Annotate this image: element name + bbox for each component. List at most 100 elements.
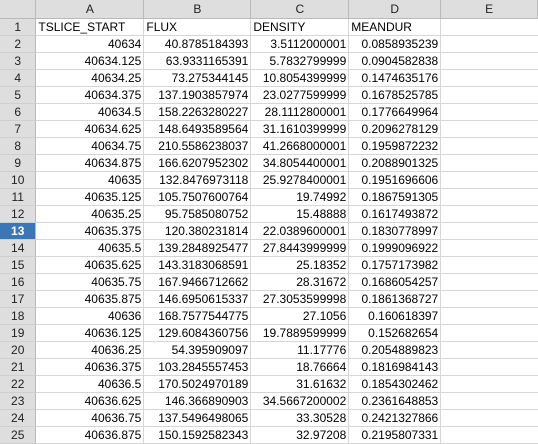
row-header[interactable]: 1: [0, 18, 37, 36]
grid-cell[interactable]: 0.2096278129: [348, 120, 442, 138]
grid-cell[interactable]: 0.1617493872: [348, 205, 442, 223]
grid-cell[interactable]: 0.160618397: [348, 307, 442, 325]
grid-cell[interactable]: 40634.875: [35, 154, 145, 172]
grid-cell[interactable]: [440, 375, 538, 393]
grid-cell[interactable]: 27.8443999999: [250, 239, 350, 257]
column-header-d[interactable]: D: [348, 0, 442, 19]
grid-cell[interactable]: 40634.25: [35, 69, 145, 87]
grid-cell[interactable]: 167.9466712662: [143, 273, 252, 291]
row-header[interactable]: 8: [0, 137, 37, 155]
row-header[interactable]: 10: [0, 171, 37, 189]
grid-cell[interactable]: 40636.25: [35, 341, 145, 359]
row-header[interactable]: 14: [0, 239, 37, 257]
grid-cell[interactable]: 166.6207952302: [143, 154, 252, 172]
grid-cell[interactable]: [440, 341, 538, 359]
grid-cell[interactable]: [440, 103, 538, 121]
grid-cell[interactable]: [440, 154, 538, 172]
row-header[interactable]: 13: [0, 222, 37, 240]
grid-cell[interactable]: 40634.375: [35, 86, 145, 104]
grid-cell[interactable]: 105.7507600764: [143, 188, 252, 206]
grid-cell[interactable]: 28.1112800001: [250, 103, 350, 121]
grid-cell[interactable]: MEANDUR: [348, 18, 442, 36]
grid-cell[interactable]: [440, 324, 538, 342]
grid-cell[interactable]: 143.3183068591: [143, 256, 252, 274]
grid-cell[interactable]: 0.0904582838: [348, 52, 442, 70]
grid-cell[interactable]: 5.7832799999: [250, 52, 350, 70]
grid-cell[interactable]: 0.1830778997: [348, 222, 442, 240]
row-header[interactable]: 3: [0, 52, 37, 70]
grid-cell[interactable]: 40635.875: [35, 290, 145, 308]
grid-cell[interactable]: 28.31672: [250, 273, 350, 291]
row-header[interactable]: 18: [0, 307, 37, 325]
grid-cell[interactable]: 40635.625: [35, 256, 145, 274]
grid-cell[interactable]: [440, 137, 538, 155]
grid-cell[interactable]: 146.366890903: [143, 392, 252, 410]
grid-cell[interactable]: 33.30528: [250, 409, 350, 427]
grid-cell[interactable]: 40636: [35, 307, 145, 325]
column-header-c[interactable]: C: [250, 0, 350, 19]
grid-cell[interactable]: 18.76664: [250, 358, 350, 376]
row-header[interactable]: 4: [0, 69, 37, 87]
grid-cell[interactable]: 0.1959872232: [348, 137, 442, 155]
grid-cell[interactable]: 40636.625: [35, 392, 145, 410]
grid-cell[interactable]: 10.8054399999: [250, 69, 350, 87]
grid-cell[interactable]: 139.2848925477: [143, 239, 252, 257]
grid-cell[interactable]: 40635.125: [35, 188, 145, 206]
grid-cell[interactable]: 0.2361648853: [348, 392, 442, 410]
grid-cell[interactable]: [440, 35, 538, 53]
grid-cell[interactable]: 137.1903857974: [143, 86, 252, 104]
grid-cell[interactable]: 0.2054889823: [348, 341, 442, 359]
grid-cell[interactable]: [440, 290, 538, 308]
grid-cell[interactable]: 210.5586238037: [143, 137, 252, 155]
grid-cell[interactable]: 15.48888: [250, 205, 350, 223]
grid-cell[interactable]: [440, 307, 538, 325]
grid-cell[interactable]: [440, 392, 538, 410]
grid-cell[interactable]: 168.7577544775: [143, 307, 252, 325]
grid-cell[interactable]: 23.0277599999: [250, 86, 350, 104]
grid-cell[interactable]: 146.6950615337: [143, 290, 252, 308]
grid-cell[interactable]: 0.1776649964: [348, 103, 442, 121]
column-header-b[interactable]: B: [143, 0, 252, 19]
grid-cell[interactable]: 95.7585080752: [143, 205, 252, 223]
grid-cell[interactable]: 41.2668000001: [250, 137, 350, 155]
column-header-e[interactable]: E: [440, 0, 538, 19]
grid-cell[interactable]: 3.5112000001: [250, 35, 350, 53]
grid-cell[interactable]: 40635: [35, 171, 145, 189]
grid-cell[interactable]: 0.1757173982: [348, 256, 442, 274]
grid-cell[interactable]: [440, 86, 538, 104]
grid-cell[interactable]: 25.9278400001: [250, 171, 350, 189]
grid-cell[interactable]: [440, 205, 538, 223]
grid-cell[interactable]: 120.380231814: [143, 222, 252, 240]
grid-cell[interactable]: FLUX: [143, 18, 252, 36]
grid-cell[interactable]: 0.1854302462: [348, 375, 442, 393]
grid-cell[interactable]: 0.2088901325: [348, 154, 442, 172]
row-header[interactable]: 5: [0, 86, 37, 104]
grid-cell[interactable]: 40636.75: [35, 409, 145, 427]
grid-cell[interactable]: 40636.5: [35, 375, 145, 393]
grid-cell[interactable]: 129.6084360756: [143, 324, 252, 342]
grid-cell[interactable]: [440, 222, 538, 240]
grid-cell[interactable]: 22.0389600001: [250, 222, 350, 240]
grid-cell[interactable]: 31.1610399999: [250, 120, 350, 138]
grid-cell[interactable]: 40.8785184393: [143, 35, 252, 53]
row-header[interactable]: 12: [0, 205, 37, 223]
grid-cell[interactable]: 27.3053599998: [250, 290, 350, 308]
grid-cell[interactable]: 19.74992: [250, 188, 350, 206]
grid-cell[interactable]: 132.8476973118: [143, 171, 252, 189]
grid-cell[interactable]: 0.2421327866: [348, 409, 442, 427]
grid-cell[interactable]: 0.1861368727: [348, 290, 442, 308]
row-header[interactable]: 9: [0, 154, 37, 172]
grid-cell[interactable]: TSLICE_START: [35, 18, 145, 36]
grid-cell[interactable]: 40634.625: [35, 120, 145, 138]
grid-cell[interactable]: 158.2263280227: [143, 103, 252, 121]
grid-cell[interactable]: 40635.375: [35, 222, 145, 240]
grid-cell[interactable]: 31.61632: [250, 375, 350, 393]
row-header[interactable]: 15: [0, 256, 37, 274]
row-header[interactable]: 25: [0, 426, 37, 444]
grid-cell[interactable]: 0.2195807331: [348, 426, 442, 444]
grid-cell[interactable]: [440, 256, 538, 274]
grid-cell[interactable]: 0.152682654: [348, 324, 442, 342]
grid-cell[interactable]: 0.1474635176: [348, 69, 442, 87]
row-header[interactable]: 16: [0, 273, 37, 291]
grid-cell[interactable]: 27.1056: [250, 307, 350, 325]
